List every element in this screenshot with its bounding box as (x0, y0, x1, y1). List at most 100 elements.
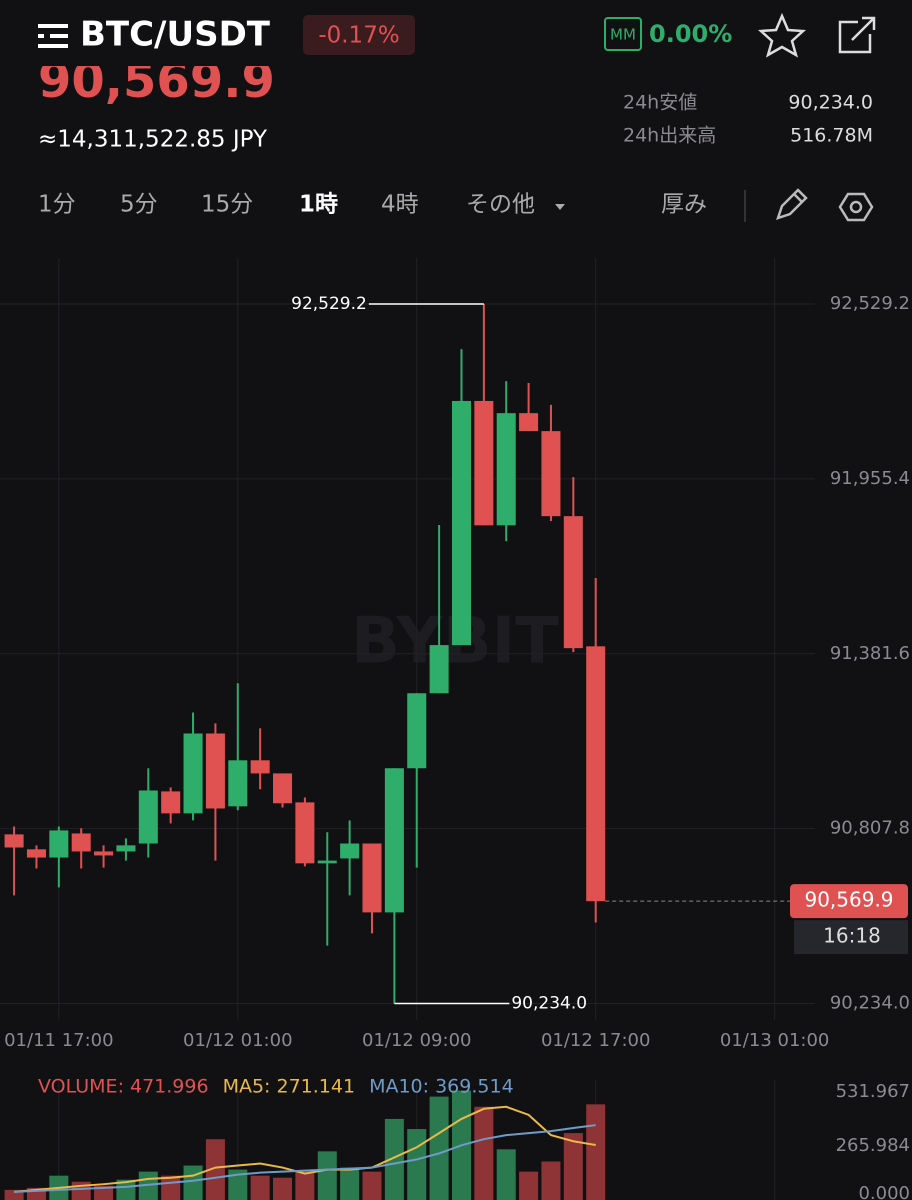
last-price-tag-label: 90,569.9 (804, 888, 893, 912)
timeframe-tab[interactable]: 4時 (381, 192, 419, 218)
volume-bar (496, 1149, 516, 1200)
last-price-tag (790, 884, 908, 919)
mm-badge: MM (610, 26, 636, 44)
candle-body (407, 693, 427, 769)
candle-body (496, 413, 516, 526)
x-tick-label: 01/12 17:00 (541, 1030, 650, 1051)
candle-body (474, 400, 494, 526)
ma-line (14, 1105, 596, 1193)
mm-rate: 0.00% (649, 20, 732, 48)
y-tick-label: 91,955.4 (830, 468, 910, 489)
volume-bar (273, 1177, 293, 1200)
y-tick-label: 91,381.6 (830, 643, 910, 664)
candle-body (340, 843, 360, 859)
timeframes: 1分 5分 15分 1時 4時 その他 (38, 192, 535, 218)
volume-bar (519, 1171, 539, 1200)
dropdown-arrow (555, 204, 565, 210)
candle-body (451, 400, 471, 646)
legend-entry: MA5: 271.141 (223, 1076, 356, 1098)
countdown-tag (794, 920, 908, 955)
candle-body (541, 431, 561, 517)
candle-body (250, 760, 270, 774)
volume-bar (94, 1185, 114, 1200)
mm-badge-box (604, 17, 642, 51)
y-tick-label: 92,529.2 (830, 293, 910, 314)
x-tick-label: 01/12 01:00 (183, 1030, 292, 1051)
y-tick-label: 265.984 (836, 1135, 910, 1156)
volume-bar (362, 1171, 382, 1200)
timeframe-tab[interactable]: 5分 (120, 192, 158, 218)
header-bg (0, 0, 600, 66)
change-badge (303, 15, 415, 55)
stat-value: 90,234.0 (788, 92, 873, 114)
x-tick-label: 01/13 01:00 (720, 1030, 829, 1051)
ma-line (14, 1124, 596, 1193)
depth-tab[interactable]: 厚み (661, 192, 707, 218)
candle-body (429, 645, 449, 694)
volume-bar (541, 1161, 561, 1200)
volume-bar (4, 1189, 24, 1200)
candle-body (317, 860, 337, 864)
candle-body (4, 834, 24, 848)
candle-body (26, 849, 46, 858)
volume-bar (563, 1133, 583, 1200)
volume-bar (161, 1175, 181, 1200)
timeframe-tab[interactable]: 15分 (201, 192, 253, 218)
stat-value: 516.78M (790, 125, 873, 147)
volume-bar (228, 1169, 248, 1200)
candle-body (586, 646, 606, 902)
volume-bar (384, 1118, 404, 1200)
volume-bar (295, 1171, 315, 1200)
y-tick-label: 0.000 (858, 1183, 910, 1200)
candle-body (94, 851, 114, 856)
candle-body (161, 791, 181, 814)
candle-body (295, 802, 315, 864)
x-tick-label: 01/11 17:00 (4, 1030, 113, 1051)
volume-bar (183, 1165, 203, 1200)
candle-body (273, 773, 293, 804)
volume-bar (205, 1139, 225, 1200)
jpy-price: ≈14,311,522.85 JPY (38, 127, 268, 153)
settings-icon[interactable] (838, 192, 874, 222)
volume-bar (317, 1151, 337, 1200)
favorite-icon[interactable] (757, 12, 807, 58)
volume-bar (407, 1129, 427, 1200)
pair: BTC/USDT (80, 15, 271, 55)
candle-body (362, 843, 382, 913)
candle-body (138, 790, 158, 844)
menu-icon[interactable] (38, 24, 68, 48)
candle-body (563, 516, 583, 649)
volume-bar (429, 1096, 449, 1200)
y-tick-label: 531.967 (836, 1081, 910, 1102)
candle-body (71, 833, 91, 852)
y-tick-label: 90,807.8 (830, 818, 910, 839)
timeframe-tab[interactable]: その他 (466, 192, 535, 218)
timeframe-tab[interactable]: 1時 (299, 192, 338, 218)
candle-body (49, 830, 69, 858)
candle-body (384, 768, 404, 913)
candle-body (519, 413, 539, 432)
countdown: 16:18 (823, 924, 881, 948)
candle-body (116, 845, 136, 852)
volume-bar (474, 1106, 494, 1200)
stat-label: 24h安値 (623, 92, 697, 114)
volume-bar (250, 1175, 270, 1200)
volume-bar (116, 1179, 136, 1200)
legend-entry: MA10: 369.514 (369, 1076, 514, 1098)
x-tick-label: 01/12 09:00 (362, 1030, 471, 1051)
change: -0.17% (318, 23, 399, 49)
draw-icon[interactable] (776, 188, 808, 220)
annotation-label: 92,529.2 (291, 294, 367, 314)
timeframe-tab[interactable]: 1分 (38, 192, 76, 218)
y-tick-label: 90,234.0 (830, 993, 910, 1014)
candle-body (205, 733, 225, 809)
candle-body (228, 760, 248, 807)
stat-label: 24h出来高 (623, 125, 716, 147)
legend-entry: VOLUME: 471.996 (38, 1076, 209, 1098)
candle-body (183, 733, 203, 814)
volume-bar (340, 1167, 360, 1200)
share-icon[interactable] (838, 16, 876, 54)
